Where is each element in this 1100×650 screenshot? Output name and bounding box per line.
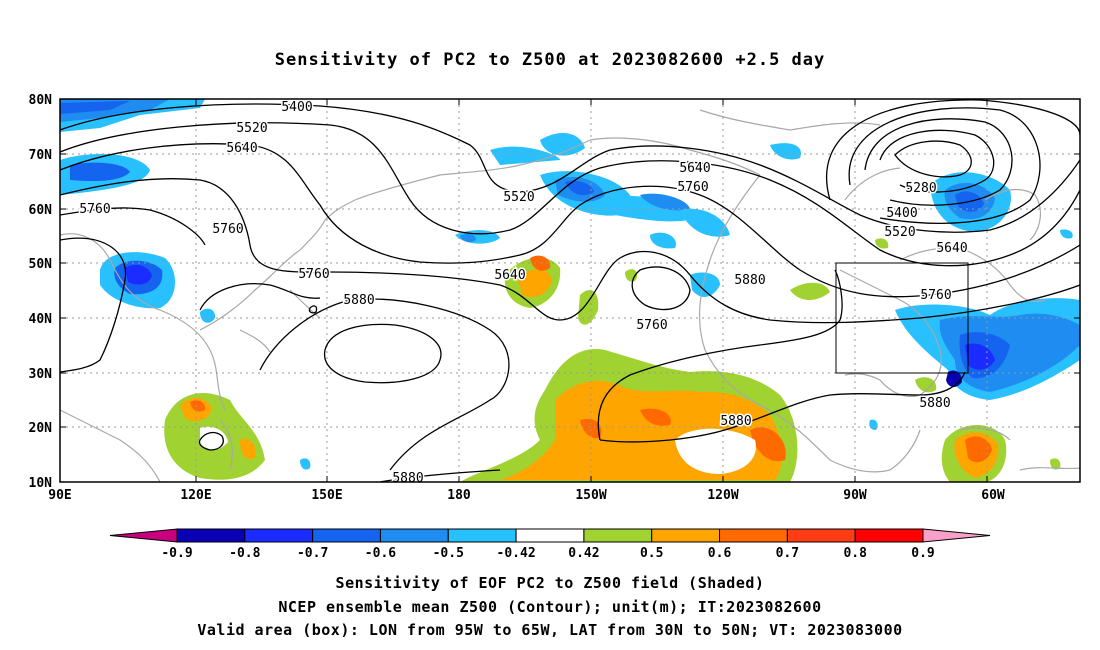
- caption-valid-area: Valid area (box): LON from 95W to 65W, L…: [197, 621, 903, 639]
- sensitivity-shading: [60, 99, 1080, 482]
- caption-shading: Sensitivity of EOF PC2 to Z500 field (Sh…: [335, 574, 765, 592]
- lat-label-50n: 50N: [29, 257, 53, 272]
- lat-label-60n: 60N: [29, 203, 53, 218]
- contour-label: 5520: [884, 225, 915, 240]
- lat-label-40n: 40N: [29, 312, 53, 327]
- plot-frame: [59, 98, 1081, 483]
- contour-label: 5880: [343, 293, 374, 308]
- lat-label-10n: 10N: [29, 476, 53, 491]
- lat-label-20n: 20N: [29, 421, 53, 436]
- tick-marks: [60, 98, 1080, 483]
- lon-label-150e: 150E: [311, 488, 342, 503]
- lon-label-90w: 90W: [843, 488, 867, 503]
- caption-contour: NCEP ensemble mean Z500 (Contour); unit(…: [278, 598, 822, 616]
- contour-label: 5640: [936, 241, 967, 256]
- contour-label: 5400: [281, 100, 312, 115]
- contour-label: 5880: [392, 471, 423, 486]
- contour-label: 5640: [226, 141, 257, 156]
- contour-label: 5760: [636, 318, 667, 333]
- lon-label-150w: 150W: [575, 488, 606, 503]
- lon-label-90e: 90E: [48, 488, 71, 503]
- contour-label: 5640: [679, 161, 710, 176]
- valid-area-box: [835, 262, 969, 374]
- contour-label: 5520: [236, 121, 267, 136]
- contour-label: 5760: [212, 222, 243, 237]
- lon-label-120e: 120E: [180, 488, 211, 503]
- lon-label-180: 180: [447, 488, 471, 503]
- lon-label-120w: 120W: [707, 488, 738, 503]
- contour-label: 5640: [494, 268, 525, 283]
- grid-lines: [60, 99, 1080, 482]
- figure-title: Sensitivity of PC2 to Z500 at 2023082600…: [274, 50, 826, 70]
- contour-label: 5760: [677, 180, 708, 195]
- contour-labels: 5400 5520 5640 5760 5760 5520 5640 5760 …: [78, 99, 969, 488]
- contour-label: 5400: [886, 206, 917, 221]
- contour-label: 5880: [919, 396, 950, 411]
- z500-contours: [60, 99, 1080, 482]
- longitude-labels: 90E 120E 150E 180 150W 120W 90W 60W: [48, 488, 1005, 503]
- contour-label: 5880: [720, 414, 751, 429]
- latitude-labels: 80N 70N 60N 50N 40N 30N 20N 10N: [29, 93, 53, 491]
- lat-label-80n: 80N: [29, 93, 53, 108]
- contour-label: 5760: [298, 267, 329, 282]
- contour-label: 5760: [79, 202, 110, 217]
- lon-label-60w: 60W: [981, 488, 1005, 503]
- contour-label: 5760: [920, 288, 951, 303]
- contour-label: 5520: [503, 190, 534, 205]
- lat-label-30n: 30N: [29, 367, 53, 382]
- lat-label-70n: 70N: [29, 148, 53, 163]
- contour-label: 5280: [905, 181, 936, 196]
- coastlines: [60, 109, 1080, 482]
- contour-label: 5880: [734, 273, 765, 288]
